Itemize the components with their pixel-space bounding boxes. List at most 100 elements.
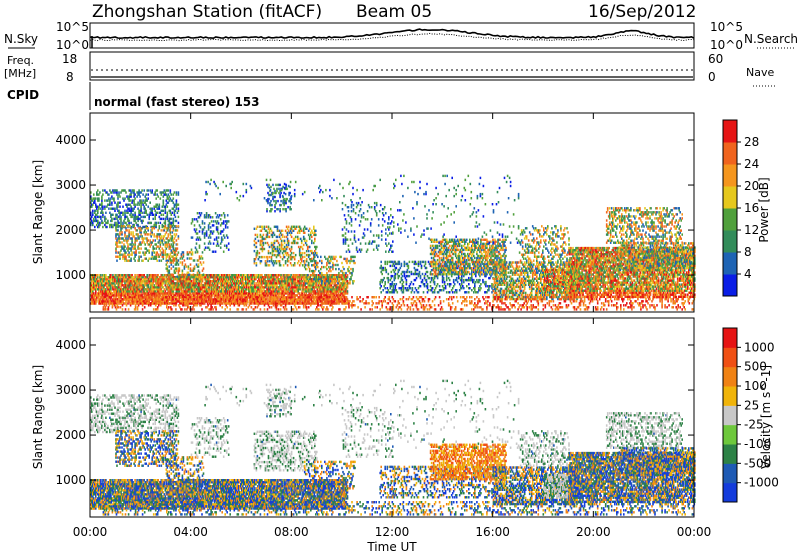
- power-cell: [175, 210, 177, 212]
- power-cell: [288, 254, 290, 256]
- power-cell: [147, 239, 149, 241]
- power-cell: [144, 243, 146, 245]
- power-cell: [133, 235, 135, 237]
- power-cell: [299, 264, 301, 266]
- power-cell: [192, 220, 194, 222]
- power-cell: [140, 256, 142, 258]
- power-cell: [198, 263, 200, 265]
- power-cell: [190, 267, 192, 269]
- power-cell: [279, 234, 281, 236]
- power-cell: [171, 259, 173, 261]
- power-cell: [295, 236, 297, 238]
- power-cell: [130, 231, 132, 233]
- power-cell: [301, 230, 303, 232]
- power-cell: [92, 210, 94, 212]
- power-cell: [255, 234, 257, 236]
- power-cell: [274, 240, 276, 242]
- power-cell: [125, 191, 127, 193]
- noise-left-tick-top: 10^5: [56, 20, 89, 34]
- power-cell: [96, 298, 98, 300]
- power-cell: [257, 250, 259, 252]
- power-cell: [127, 225, 129, 227]
- power-cell: [177, 229, 179, 231]
- power-cell: [228, 249, 230, 251]
- power-cell: [283, 264, 285, 266]
- power-cell: [192, 251, 194, 253]
- power-cell: [154, 193, 156, 195]
- power-cell: [119, 202, 121, 204]
- power-cell: [105, 218, 107, 220]
- power-cell: [224, 236, 226, 238]
- power-cell: [294, 262, 296, 264]
- power-cell: [174, 278, 176, 280]
- power-cell: [169, 270, 171, 272]
- power-cell: [142, 199, 144, 201]
- power-cell: [122, 206, 124, 208]
- power-cell: [255, 238, 257, 240]
- power-cell: [130, 193, 132, 195]
- power-cell: [144, 208, 146, 210]
- power-cell: [301, 240, 303, 242]
- power-cell: [171, 255, 173, 257]
- power-cell: [156, 189, 158, 191]
- power-cell: [304, 252, 306, 254]
- power-cell: [218, 222, 220, 224]
- power-cell: [210, 226, 212, 228]
- power-cell: [267, 232, 269, 234]
- power-cell: [257, 234, 259, 236]
- station-title: Zhongshan Station (fitACF): [92, 2, 322, 22]
- power-cell: [182, 278, 184, 280]
- power-cell: [202, 220, 204, 222]
- power-cell: [172, 274, 174, 276]
- power-cell: [298, 238, 300, 240]
- power-cell: [191, 280, 193, 282]
- power-cell: [152, 239, 154, 241]
- power-cell: [183, 255, 185, 257]
- power-cell: [163, 202, 165, 204]
- power-cell: [228, 220, 230, 222]
- power-cell: [167, 265, 169, 267]
- power-cell: [128, 254, 130, 256]
- power-cell: [203, 228, 205, 230]
- power-cell: [215, 212, 217, 214]
- power-cell: [167, 253, 169, 255]
- power-cell: [219, 214, 221, 216]
- power-cell: [147, 233, 149, 235]
- power-cell: [294, 258, 296, 260]
- power-cell: [189, 274, 191, 276]
- power-cell: [97, 189, 99, 191]
- power-cell: [184, 259, 186, 261]
- power-cell: [178, 222, 180, 224]
- power-cell: [116, 260, 118, 262]
- power-cell: [264, 226, 266, 228]
- power-cell: [134, 245, 136, 247]
- power-cell: [226, 234, 228, 236]
- power-cell: [218, 232, 220, 234]
- power-cell: [228, 242, 230, 244]
- power-cell: [119, 195, 121, 197]
- power-cell: [119, 241, 121, 243]
- power-cell: [95, 216, 97, 218]
- power-cell: [176, 225, 178, 227]
- power-cell: [152, 218, 154, 220]
- power-cell: [160, 222, 162, 224]
- power-cell: [196, 228, 198, 230]
- power-cell: [145, 210, 147, 212]
- power-cell: [224, 245, 226, 247]
- power-cell: [163, 282, 165, 284]
- power-cell: [151, 254, 153, 256]
- power-cell: [169, 265, 171, 267]
- power-cell: [97, 210, 99, 212]
- power-cell: [220, 247, 222, 249]
- power-cell: [288, 240, 290, 242]
- power-cell: [301, 242, 303, 244]
- power-cell: [282, 230, 284, 232]
- power-cell: [93, 193, 95, 195]
- freq-unit-label: [MHz]: [4, 67, 36, 80]
- power-cell: [206, 230, 208, 232]
- power-cell: [261, 260, 263, 262]
- power-cell: [131, 216, 133, 218]
- power-cell: [134, 260, 136, 262]
- power-cell: [173, 245, 175, 247]
- power-cell: [217, 240, 219, 242]
